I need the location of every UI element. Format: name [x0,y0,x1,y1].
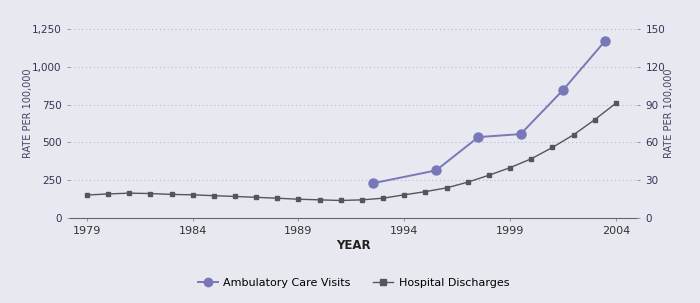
X-axis label: YEAR: YEAR [336,239,371,252]
Legend: Ambulatory Care Visits, Hospital Discharges: Ambulatory Care Visits, Hospital Dischar… [193,273,514,292]
Y-axis label: RATE PER 100,000: RATE PER 100,000 [22,69,33,158]
Y-axis label: RATE PER 100,000: RATE PER 100,000 [664,69,674,158]
